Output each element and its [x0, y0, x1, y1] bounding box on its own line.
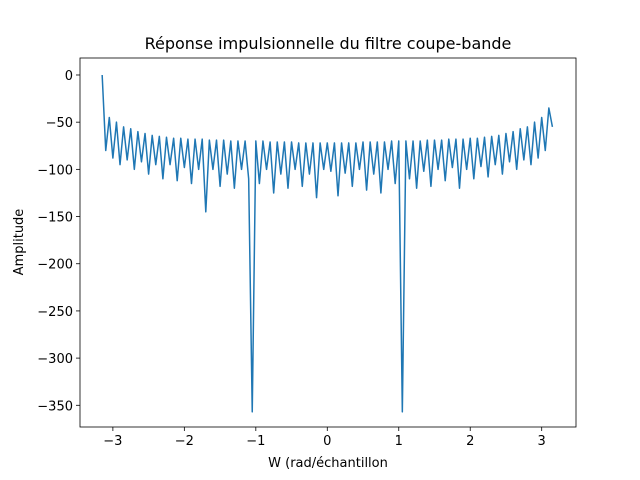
y-tick-label: −100: [37, 163, 73, 178]
y-axis-label: Amplitude: [12, 209, 27, 276]
plot-frame: [79, 57, 577, 428]
x-tick-label: 2: [466, 434, 474, 449]
y-tick-label: −250: [37, 305, 73, 320]
y-tick-label: −300: [37, 352, 73, 367]
y-tick-label: −150: [37, 211, 73, 226]
y-tick-label: −200: [37, 258, 73, 273]
x-tick-label: 0: [323, 434, 331, 449]
x-tick-label: 1: [395, 434, 403, 449]
x-tick-label: −1: [246, 434, 265, 449]
x-tick-label: 3: [538, 434, 546, 449]
y-tick-label: −350: [37, 399, 73, 414]
y-tick-label: 0: [65, 69, 73, 84]
y-tick-label: −50: [46, 116, 73, 131]
x-tick-label: −2: [175, 434, 194, 449]
chart-title: Réponse impulsionnelle du filtre coupe-b…: [145, 34, 512, 53]
x-tick-label: −3: [103, 434, 122, 449]
data-line: [101, 74, 554, 413]
x-axis-label: W (rad/échantillon: [268, 456, 388, 471]
